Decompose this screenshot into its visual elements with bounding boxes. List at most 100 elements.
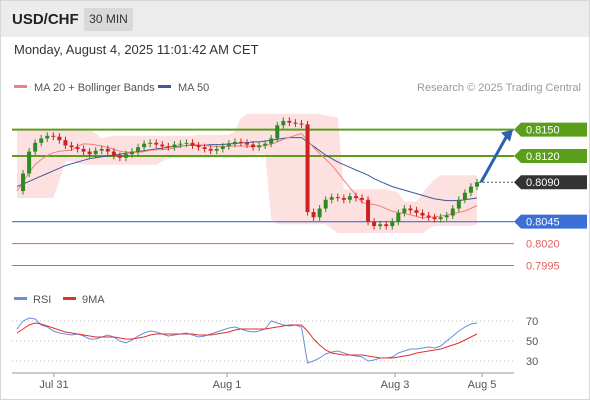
x-tick-label: Aug 5 [468, 379, 497, 391]
candle [238, 141, 243, 143]
candle [208, 148, 213, 151]
candle [293, 122, 298, 124]
legend-item: MA 50 [178, 82, 209, 94]
candle [75, 147, 80, 149]
candle [136, 147, 141, 152]
candle [475, 182, 479, 187]
candle [166, 146, 171, 148]
candle [63, 140, 68, 146]
candle [93, 150, 98, 155]
candle [426, 215, 431, 218]
candle [257, 145, 262, 148]
candle [232, 141, 237, 144]
legend-item: MA 20 + Bollinger Bands [34, 82, 155, 94]
rsi-line [16, 317, 478, 364]
candle [305, 124, 310, 213]
candle [21, 173, 26, 191]
candle [172, 144, 177, 148]
rsi-legend-swatch [14, 297, 27, 300]
timeframe-tab[interactable]: 30 MIN [84, 8, 133, 31]
candle [287, 120, 292, 123]
candle [341, 198, 346, 200]
candle [202, 147, 207, 149]
level-label: 0.7995 [526, 260, 560, 272]
level-label: 0.8150 [526, 125, 560, 137]
candle [214, 148, 219, 151]
candle [57, 136, 62, 141]
candle [347, 196, 352, 200]
level-label: 0.8120 [526, 151, 560, 163]
candle [263, 143, 268, 146]
rsi-legend-item: 9MA [82, 294, 105, 306]
rsi-legend-swatch [63, 297, 76, 300]
candle [148, 142, 153, 144]
candle [69, 145, 74, 148]
candle [105, 148, 110, 152]
candle [142, 143, 147, 148]
candle [269, 138, 274, 144]
candle [81, 148, 86, 152]
candle [372, 221, 377, 227]
candle [27, 151, 32, 174]
candle [468, 186, 473, 193]
forecast-arrow-head [501, 129, 513, 142]
candle [366, 199, 371, 222]
symbol-title: USD/CHF [12, 11, 79, 28]
candle [99, 148, 104, 151]
candle [245, 142, 249, 145]
legend-swatch [158, 85, 171, 88]
candle [160, 144, 165, 147]
candle [117, 155, 122, 158]
candle [251, 144, 256, 148]
level-tag-0.8090 [514, 175, 587, 190]
x-tick-label: Aug 3 [381, 379, 410, 391]
candle [87, 151, 92, 155]
candle [33, 142, 38, 152]
level-label: 0.8090 [526, 177, 560, 189]
header-bar: USD/CHF 30 MIN [1, 1, 589, 37]
credit-text: Research © 2025 Trading Central [417, 82, 581, 94]
level-label: 0.8045 [526, 217, 560, 229]
candle [220, 146, 225, 149]
candle [353, 196, 358, 199]
candle [444, 215, 449, 218]
candle [45, 135, 50, 139]
candle [275, 125, 280, 139]
candle [335, 197, 340, 199]
level-tag-0.8120 [514, 148, 587, 163]
candle [329, 197, 334, 200]
candle [111, 151, 116, 156]
candle [420, 212, 425, 216]
candle [462, 192, 467, 200]
level-tag-0.8150 [514, 122, 587, 137]
x-tick-label: Aug 1 [213, 379, 242, 391]
candle [51, 135, 56, 137]
candle [299, 123, 304, 125]
candle [432, 217, 437, 220]
candle [323, 199, 328, 209]
rsi-tick-label: 50 [526, 336, 538, 348]
candle [226, 143, 231, 147]
candle [311, 212, 316, 218]
rsi-legend-item: RSI [33, 294, 51, 306]
bollinger-band [17, 113, 477, 234]
candle [414, 210, 419, 213]
candle [130, 151, 134, 155]
candle [450, 208, 455, 216]
candle [123, 154, 128, 158]
candle [190, 142, 195, 146]
candle [154, 142, 159, 145]
level-label: 0.8020 [526, 239, 560, 251]
candle [390, 221, 395, 227]
candle [438, 217, 443, 220]
candle [408, 208, 413, 211]
candle [281, 120, 286, 126]
level-tag-0.8045 [514, 214, 587, 229]
rsi-tick-label: 70 [526, 316, 538, 328]
candle [196, 145, 201, 148]
forecast-arrow [479, 134, 509, 183]
candle [378, 224, 383, 227]
rsi-ma-line [16, 322, 478, 359]
